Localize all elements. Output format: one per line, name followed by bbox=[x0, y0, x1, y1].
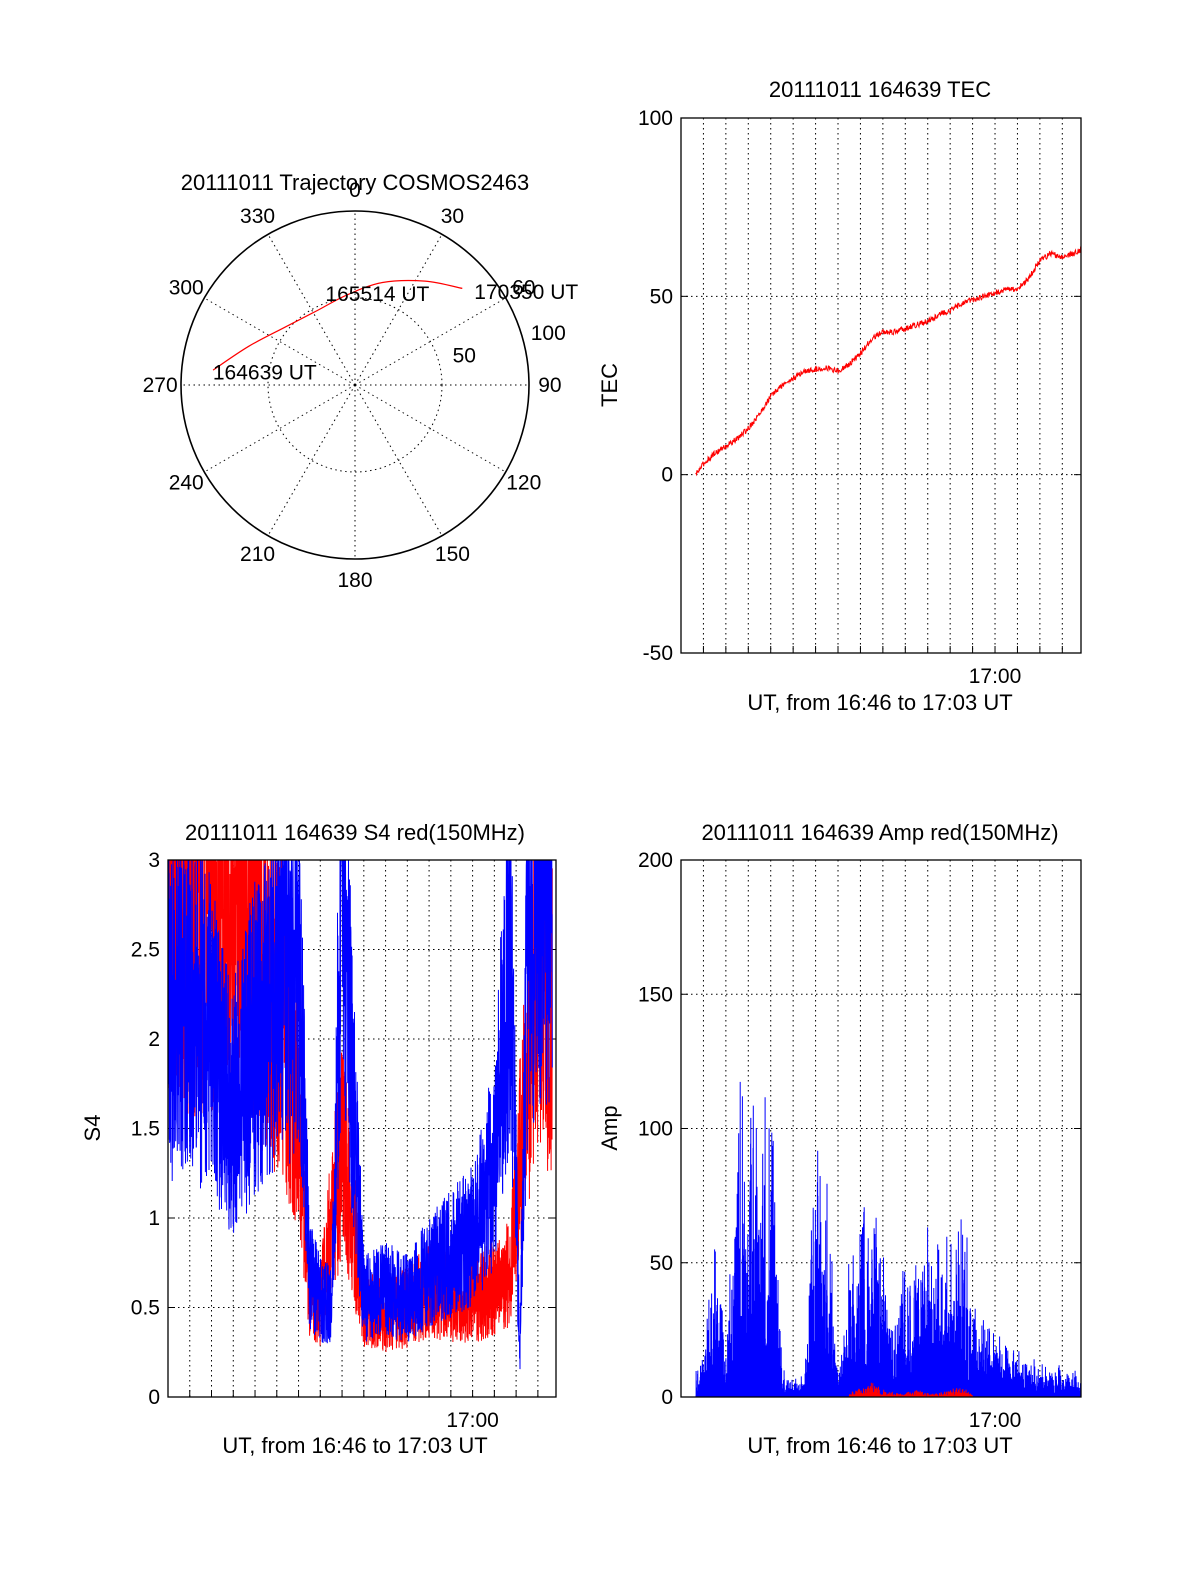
azimuth-label: 270 bbox=[143, 374, 178, 397]
y-tick-label: 1 bbox=[148, 1207, 160, 1230]
s4-title: 20111011 164639 S4 red(150MHz) bbox=[185, 820, 525, 845]
trajectory-time-label: 165514 UT bbox=[325, 283, 429, 306]
azimuth-label: 180 bbox=[337, 569, 372, 592]
tec-title: 20111011 164639 TEC bbox=[769, 77, 991, 102]
y-tick-label: 150 bbox=[638, 983, 673, 1006]
trajectory-time-label: 170350 UT bbox=[474, 281, 578, 304]
azimuth-label: 330 bbox=[240, 205, 275, 228]
plot-frame bbox=[680, 859, 1082, 1398]
series-line-0 bbox=[695, 246, 1082, 477]
y-tick-label: 100 bbox=[638, 107, 673, 130]
amp-plot-area: 0 50 100 150 200 17:00 bbox=[638, 849, 1082, 1432]
azimuth-label: 210 bbox=[240, 543, 275, 566]
y-tick-label: 2.5 bbox=[131, 939, 160, 962]
s4-xlabel: UT, from 16:46 to 17:03 UT bbox=[222, 1433, 487, 1458]
polar-spoke bbox=[354, 234, 443, 386]
polar-title: 20111011 Trajectory COSMOS2463 bbox=[181, 170, 530, 195]
s4-ylabel: S4 bbox=[80, 1115, 105, 1142]
y-tick-label: 2 bbox=[148, 1028, 160, 1051]
polar-spoke bbox=[354, 384, 443, 536]
s4-plot: 20111011 164639 S4 red(150MHz) S4 UT, fr… bbox=[80, 820, 557, 1458]
s4-plot-area: 0 0.5 1 1.5 2 2.5 3 17:00 bbox=[131, 849, 557, 1432]
trajectory-line bbox=[212, 279, 463, 371]
trajectory-time-label: 164639 UT bbox=[213, 362, 317, 385]
y-tick-label: 200 bbox=[638, 849, 673, 872]
series-line-1 bbox=[167, 859, 553, 1370]
tec-xlabel: UT, from 16:46 to 17:03 UT bbox=[747, 690, 1012, 715]
y-tick-label: 100 bbox=[638, 1118, 673, 1141]
amp-plot: 20111011 164639 Amp red(150MHz) Amp UT, … bbox=[597, 820, 1082, 1458]
polar-spoke bbox=[204, 297, 356, 386]
tec-plot: 20111011 164639 TEC TEC UT, from 16:46 t… bbox=[597, 77, 1082, 715]
amp-xlabel: UT, from 16:46 to 17:03 UT bbox=[747, 1433, 1012, 1458]
azimuth-label: 240 bbox=[169, 471, 204, 494]
y-tick-label: 3 bbox=[148, 849, 160, 872]
tec-ylabel: TEC bbox=[597, 363, 622, 407]
azimuth-label: 30 bbox=[441, 205, 464, 228]
y-tick-label: 50 bbox=[650, 285, 673, 308]
polar-spoke bbox=[267, 234, 356, 386]
azimuth-label: 300 bbox=[169, 277, 204, 300]
amp-ylabel: Amp bbox=[597, 1105, 622, 1150]
y-tick-label: 1.5 bbox=[131, 1118, 160, 1141]
radial-label: 100 bbox=[531, 322, 566, 345]
x-tick-label: 17:00 bbox=[969, 1409, 1022, 1432]
polar-spoke bbox=[354, 384, 506, 473]
polar-grid bbox=[180, 210, 530, 560]
series-line-0 bbox=[695, 1081, 1082, 1397]
plot-frame bbox=[680, 117, 1082, 654]
azimuth-label: 0 bbox=[349, 179, 361, 202]
azimuth-label: 90 bbox=[538, 374, 561, 397]
y-tick-label: 0 bbox=[661, 464, 673, 487]
y-tick-label: 0.5 bbox=[131, 1297, 160, 1320]
plot-frame bbox=[167, 859, 557, 1398]
polar-labels: 0 30 60 90 120 150 180 210 240 270 300 330 50 100 1646… bbox=[143, 179, 579, 592]
polar-spoke bbox=[267, 384, 356, 536]
x-tick-label: 17:00 bbox=[446, 1409, 499, 1432]
polar-series bbox=[212, 279, 463, 371]
polar-outer-circle bbox=[180, 210, 530, 560]
tec-plot-area: -50 0 50 100 17:00 bbox=[638, 107, 1082, 688]
azimuth-label: 60 bbox=[512, 277, 535, 300]
polar-spoke bbox=[204, 384, 356, 473]
trajectory-polar-plot: 20111011 Trajectory COSMOS2463 0 30 60 90 12… bbox=[143, 170, 579, 592]
azimuth-label: 150 bbox=[435, 543, 470, 566]
radial-label: 50 bbox=[453, 345, 476, 368]
y-tick-label: 0 bbox=[661, 1386, 673, 1409]
polar-spoke bbox=[354, 297, 506, 386]
amp-title: 20111011 164639 Amp red(150MHz) bbox=[701, 820, 1058, 845]
x-tick-label: 17:00 bbox=[969, 665, 1022, 688]
azimuth-label: 120 bbox=[506, 471, 541, 494]
y-tick-label: 50 bbox=[650, 1252, 673, 1275]
polar-grid-circle bbox=[267, 297, 443, 473]
y-tick-label: 0 bbox=[148, 1386, 160, 1409]
y-tick-label: -50 bbox=[643, 642, 673, 665]
